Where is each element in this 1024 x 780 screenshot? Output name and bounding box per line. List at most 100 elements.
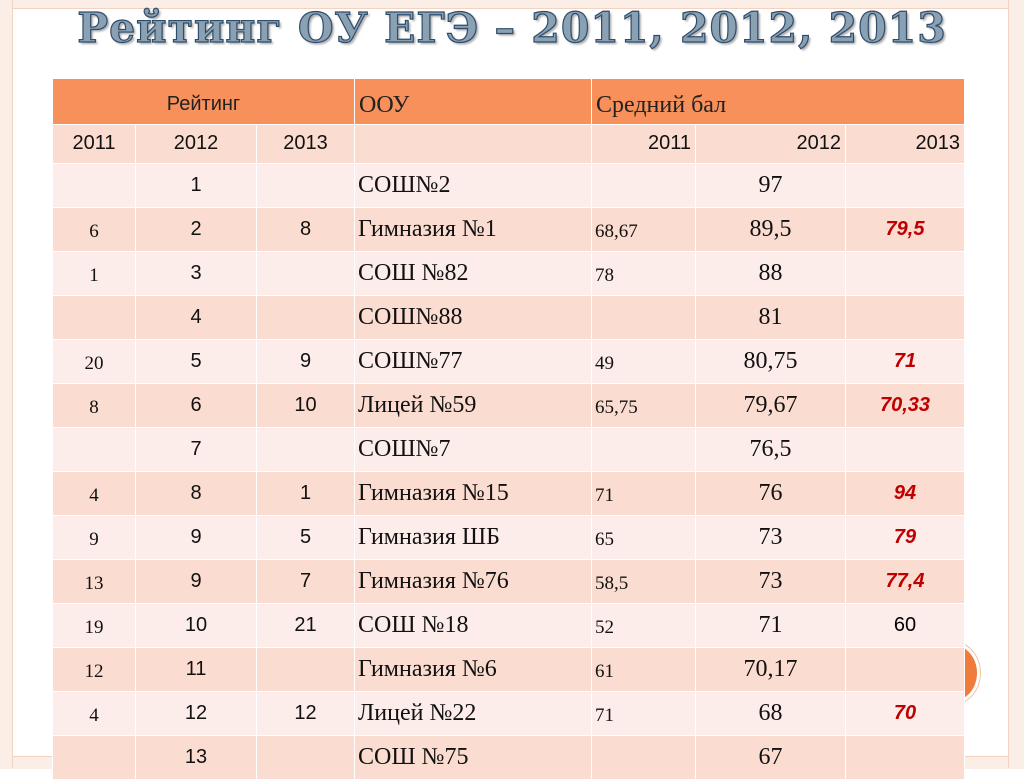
score-2011-cell: 49 — [591, 338, 696, 384]
rating-2011-cell: 6 — [52, 206, 136, 252]
year-row: 2011 2012 2013 2011 2012 2013 — [52, 124, 965, 164]
score-2013-cell: 77,4 — [845, 558, 965, 604]
table-row: 13 СОШ №75 67 — [52, 734, 965, 780]
score-2013-cell: 94 — [845, 470, 965, 516]
rating-2011-cell — [52, 426, 136, 472]
score-2013-cell: 79,5 — [845, 206, 965, 252]
score-2012-cell: 68 — [695, 690, 846, 736]
rating-2012-cell: 2 — [135, 206, 257, 252]
rating-2013-cell: 1 — [256, 470, 355, 516]
rating-table: Рейтинг ООУ Средний бал 2011 2012 2013 2… — [52, 78, 965, 780]
score-2011-cell: 78 — [591, 250, 696, 296]
slide-frame-right — [1008, 0, 1024, 768]
table-row: 20 5 9 СОШ№77 49 80,75 71 — [52, 338, 965, 384]
school-name-cell: СОШ№88 — [354, 294, 592, 340]
school-year-blank — [354, 124, 592, 164]
rating-2011-cell: 4 — [52, 690, 136, 736]
table-row: 19 10 21 СОШ №18 52 71 60 — [52, 602, 965, 648]
rating-2011-cell: 19 — [52, 602, 136, 648]
rating-2013-cell — [256, 734, 355, 780]
score-2011-cell: 52 — [591, 602, 696, 648]
school-name-cell: СОШ №75 — [354, 734, 592, 780]
rating-2012-cell: 5 — [135, 338, 257, 384]
table-row: 13 9 7 Гимназия №76 58,5 73 77,4 — [52, 558, 965, 604]
score-2011-cell — [591, 426, 696, 472]
score-2012-cell: 81 — [695, 294, 846, 340]
rating-2011-cell: 20 — [52, 338, 136, 384]
score-2011-cell: 71 — [591, 690, 696, 736]
rating-2013-cell — [256, 250, 355, 296]
score-2011-cell: 65,75 — [591, 382, 696, 428]
school-name-cell: Лицей №22 — [354, 690, 592, 736]
score-2013-cell — [845, 426, 965, 472]
rating-2011-cell — [52, 162, 136, 208]
score-2012-cell: 70,17 — [695, 646, 846, 692]
score-2011-cell: 71 — [591, 470, 696, 516]
score-2012-cell: 71 — [695, 602, 846, 648]
table-row: 1 СОШ№2 97 — [52, 162, 965, 208]
table-row: 1 3 СОШ №82 78 88 — [52, 250, 965, 296]
rating-2011-cell: 4 — [52, 470, 136, 516]
school-name-cell: СОШ№7 — [354, 426, 592, 472]
score-2013-cell — [845, 294, 965, 340]
table-row: 9 9 5 Гимназия ШБ 65 73 79 — [52, 514, 965, 560]
score-2012-cell: 79,67 — [695, 382, 846, 428]
rating-2011-cell: 13 — [52, 558, 136, 604]
slide-title: Рейтинг ОУ ЕГЭ – 2011, 2012, 2013 — [77, 3, 947, 52]
table-row: 12 11 Гимназия №6 61 70,17 — [52, 646, 965, 692]
score-2012-cell: 73 — [695, 558, 846, 604]
rating-2012-cell: 7 — [135, 426, 257, 472]
rating-2013-cell: 9 — [256, 338, 355, 384]
header-average-score: Средний бал — [591, 78, 965, 125]
score-2013-cell — [845, 162, 965, 208]
score-2013-cell — [845, 646, 965, 692]
rating-2012-cell: 9 — [135, 514, 257, 560]
rating-2013-cell: 21 — [256, 602, 355, 648]
score-2011-cell — [591, 734, 696, 780]
table-row: 6 2 8 Гимназия №1 68,67 89,5 79,5 — [52, 206, 965, 252]
rating-2012-cell: 13 — [135, 734, 257, 780]
slide-frame-top — [0, 0, 1024, 9]
score-2011-cell: 65 — [591, 514, 696, 560]
score-2012-cell: 67 — [695, 734, 846, 780]
score-2013-cell — [845, 734, 965, 780]
score-2013-cell: 71 — [845, 338, 965, 384]
rating-2013-cell: 5 — [256, 514, 355, 560]
table-row: 4 12 12 Лицей №22 71 68 70 — [52, 690, 965, 736]
rating-2013-cell — [256, 426, 355, 472]
school-name-cell: Гимназия №15 — [354, 470, 592, 516]
score-2013-cell: 60 — [845, 602, 965, 648]
score-2012-cell: 88 — [695, 250, 846, 296]
school-name-cell: СОШ №18 — [354, 602, 592, 648]
rating-2011-cell: 1 — [52, 250, 136, 296]
school-name-cell: СОШ№2 — [354, 162, 592, 208]
score-year-2012: 2012 — [695, 124, 846, 164]
score-2013-cell: 79 — [845, 514, 965, 560]
rating-2012-cell: 1 — [135, 162, 257, 208]
rating-2012-cell: 9 — [135, 558, 257, 604]
rating-2013-cell: 10 — [256, 382, 355, 428]
school-name-cell: Гимназия №76 — [354, 558, 592, 604]
header-rating: Рейтинг — [52, 78, 355, 125]
rating-2012-cell: 11 — [135, 646, 257, 692]
rating-2012-cell: 10 — [135, 602, 257, 648]
school-name-cell: СОШ №82 — [354, 250, 592, 296]
rating-year-2012: 2012 — [135, 124, 257, 164]
rating-year-2013: 2013 — [256, 124, 355, 164]
school-name-cell: Лицей №59 — [354, 382, 592, 428]
rating-2013-cell — [256, 162, 355, 208]
score-2011-cell — [591, 162, 696, 208]
rating-2012-cell: 6 — [135, 382, 257, 428]
rating-2013-cell: 8 — [256, 206, 355, 252]
table-row: 8 6 10 Лицей №59 65,75 79,67 70,33 — [52, 382, 965, 428]
school-name-cell: Гимназия ШБ — [354, 514, 592, 560]
score-2012-cell: 76 — [695, 470, 846, 516]
rating-2013-cell — [256, 646, 355, 692]
slide-frame-left — [0, 0, 13, 768]
score-2011-cell: 68,67 — [591, 206, 696, 252]
score-2011-cell: 58,5 — [591, 558, 696, 604]
rating-2011-cell: 8 — [52, 382, 136, 428]
header-row: Рейтинг ООУ Средний бал — [52, 78, 965, 125]
score-2012-cell: 80,75 — [695, 338, 846, 384]
score-2013-cell — [845, 250, 965, 296]
